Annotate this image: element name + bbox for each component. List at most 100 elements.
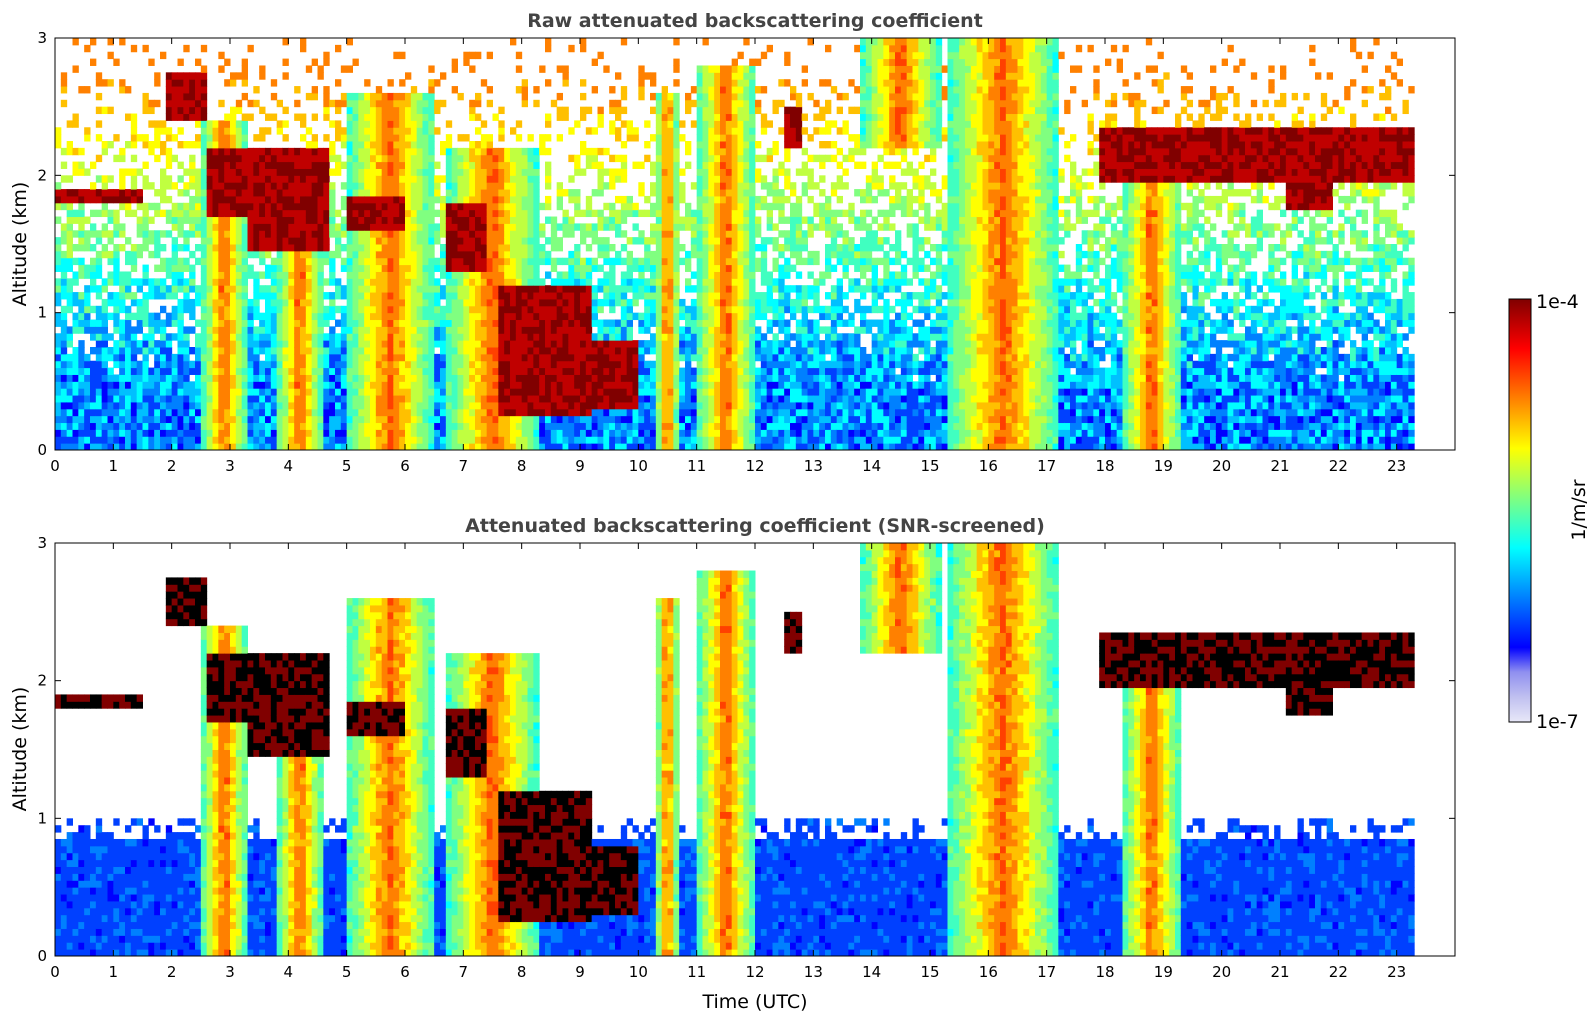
heatmap-cell	[212, 395, 219, 403]
heatmap-cell	[276, 285, 283, 293]
heatmap-cell	[311, 305, 318, 314]
heatmap-cell	[90, 408, 97, 417]
heatmap-cell	[486, 381, 493, 389]
heatmap-cell	[107, 250, 114, 259]
heatmap-cell	[655, 285, 663, 293]
heatmap-cell	[585, 147, 593, 156]
heatmap-cell	[270, 443, 278, 450]
heatmap-cell	[218, 408, 225, 417]
heatmap-cell	[638, 395, 645, 403]
heatmap-cell	[165, 443, 173, 450]
heatmap-cell	[177, 408, 184, 417]
heatmap-cell	[393, 415, 400, 424]
heatmap-cell	[317, 237, 324, 245]
heatmap-cell	[235, 161, 243, 169]
heatmap-cell	[527, 250, 534, 259]
heatmap-cell	[311, 381, 318, 389]
heatmap-cell	[177, 106, 184, 115]
heatmap-cell	[440, 319, 447, 327]
heatmap-cell	[702, 147, 709, 156]
heatmap-cell	[329, 326, 336, 334]
heatmap-cell	[527, 374, 534, 382]
heatmap-cell	[696, 353, 703, 362]
heatmap-cell	[317, 347, 324, 355]
heatmap-cell	[177, 415, 184, 424]
heatmap-cell	[364, 223, 371, 231]
heatmap-cell	[440, 195, 447, 204]
heatmap-cell	[177, 189, 184, 197]
heatmap-cell	[95, 189, 103, 197]
heatmap-cell	[270, 175, 278, 183]
heatmap-cell	[615, 408, 622, 417]
heatmap-cell	[504, 209, 511, 218]
heatmap-cell	[667, 408, 674, 417]
heatmap-cell	[148, 278, 155, 286]
heatmap-cell	[451, 250, 458, 259]
heatmap-cell	[615, 257, 622, 266]
heatmap-cell	[171, 113, 178, 121]
heatmap-cell	[364, 285, 371, 293]
heatmap-cell	[235, 223, 243, 231]
heatmap-cell	[340, 367, 348, 375]
heatmap-cell	[317, 209, 324, 218]
heatmap-cell	[311, 367, 318, 375]
heatmap-cell	[440, 401, 447, 410]
heatmap-cell	[177, 298, 184, 307]
heatmap-cell	[399, 278, 406, 286]
heatmap-cell	[679, 305, 686, 314]
heatmap-cell	[101, 250, 108, 259]
heatmap-cell	[673, 285, 680, 293]
heatmap-cell	[370, 141, 377, 149]
heatmap-cell	[346, 347, 353, 355]
heatmap-cell	[661, 264, 668, 272]
heatmap-cell	[685, 202, 692, 211]
heatmap-cell	[585, 257, 593, 266]
heatmap-cell	[160, 305, 167, 314]
heatmap-cell	[370, 189, 377, 197]
heatmap-cell	[195, 374, 202, 382]
heatmap-cell	[311, 113, 318, 121]
heatmap-cell	[504, 319, 511, 327]
heatmap-cell	[130, 250, 138, 259]
heatmap-cell	[370, 195, 377, 204]
heatmap-cell	[230, 436, 237, 444]
heatmap-cell	[311, 189, 318, 197]
heatmap-cell	[673, 134, 680, 142]
heatmap-cell	[655, 161, 663, 169]
heatmap-cell	[294, 319, 301, 327]
heatmap-cell	[475, 189, 482, 197]
heatmap-cell	[428, 292, 435, 300]
heatmap-cell	[504, 367, 511, 375]
raw-backscatter-panel: Raw attenuated backscattering coefficien…	[9, 10, 1456, 475]
heatmap-cell	[685, 388, 692, 396]
heatmap-cell	[451, 271, 458, 279]
heatmap-cell	[504, 168, 511, 176]
heatmap-cell	[574, 429, 581, 437]
heatmap-cell	[486, 51, 493, 60]
heatmap-cell	[510, 312, 517, 321]
heatmap-cell	[515, 319, 523, 327]
heatmap-cell	[405, 436, 412, 444]
heatmap-cell	[597, 388, 604, 396]
heatmap-cell	[486, 278, 493, 286]
heatmap-cell	[515, 230, 523, 238]
heatmap-cell	[235, 436, 243, 444]
heatmap-cell	[556, 395, 563, 403]
heatmap-cell	[515, 285, 523, 293]
heatmap-cell	[539, 360, 546, 369]
heatmap-cell	[300, 202, 307, 211]
heatmap-cell	[556, 285, 563, 293]
heatmap-cell	[480, 257, 488, 266]
heatmap-cell	[101, 182, 108, 190]
heatmap-cell	[434, 388, 441, 396]
heatmap-cell	[480, 278, 488, 286]
heatmap-cell	[416, 415, 423, 424]
heatmap-cell	[171, 429, 178, 437]
heatmap-cell	[101, 141, 108, 149]
heatmap-cell	[685, 395, 692, 403]
heatmap-cell	[696, 99, 703, 108]
heatmap-cell	[405, 367, 412, 375]
heatmap-cell	[60, 340, 68, 348]
heatmap-cell	[498, 395, 505, 403]
heatmap-cell	[346, 127, 353, 135]
